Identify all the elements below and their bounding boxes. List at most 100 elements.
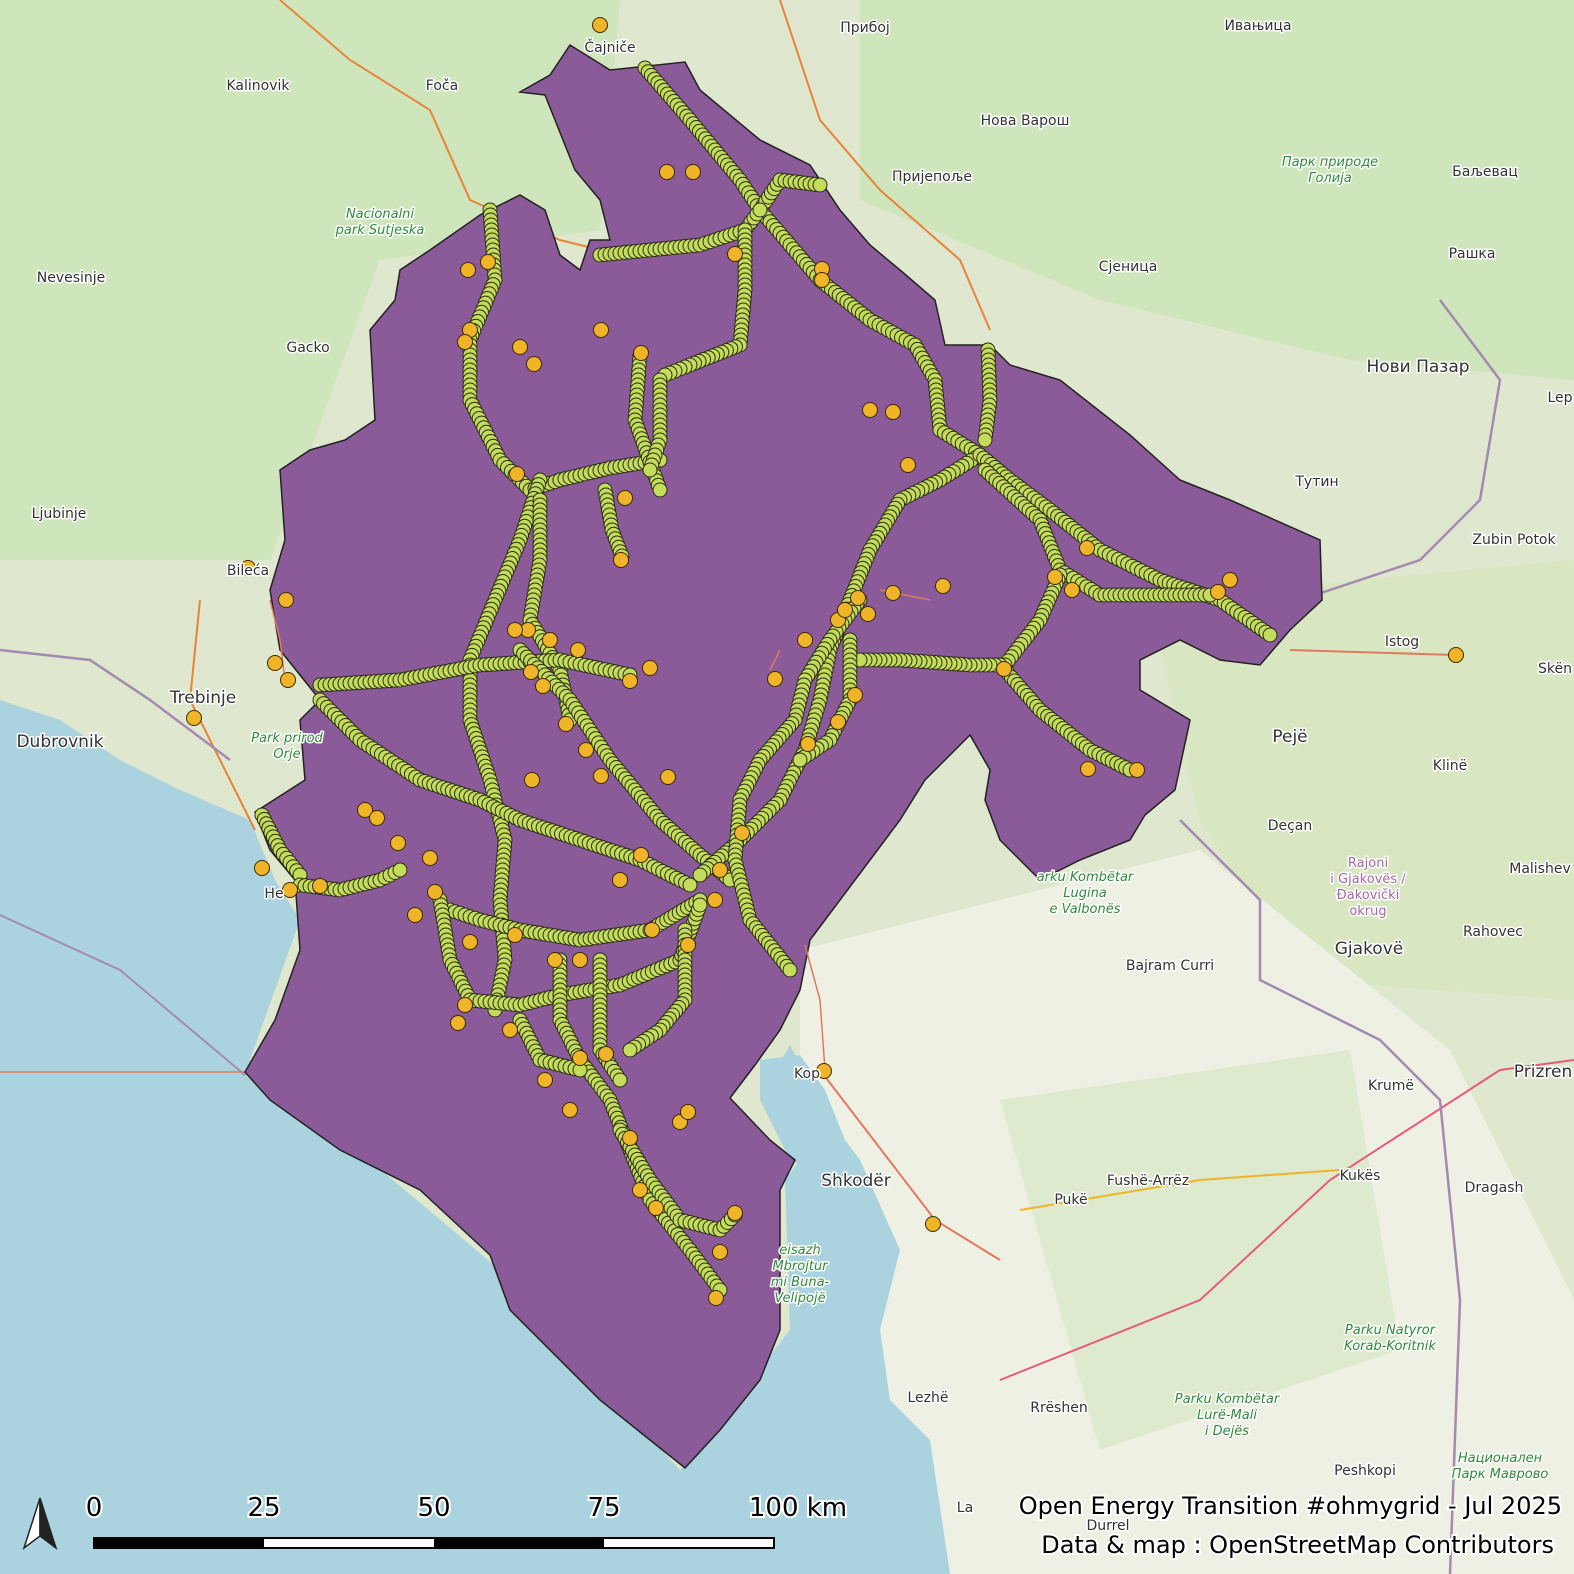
substation-marker [282,882,298,898]
scale-tick-0: 0 [86,1493,103,1523]
place-label-tutin: Тутин [1294,474,1338,490]
substation-marker [847,687,863,703]
region-label-gjakoves: Rajoni [1348,856,1388,871]
place-label-gjakove: Gjakovë [1335,939,1403,959]
substation-marker [267,655,283,671]
substation-marker [660,769,676,785]
park-label-lure: Lurë-Mali [1197,1408,1257,1423]
place-label-herceg: He [264,886,283,902]
credit-line-2: Data & map : OpenStreetMap Contributors [1041,1531,1554,1559]
substation-marker [1047,569,1063,585]
substation-marker [800,736,816,752]
place-label-kline: Klinë [1433,758,1467,774]
place-label-peje: Pejë [1272,727,1307,747]
place-label-la: La [957,1500,973,1516]
substation-marker [1448,647,1464,663]
substation-marker [357,802,373,818]
tower-layer [254,60,1278,1298]
place-label-krume: Krumë [1368,1078,1414,1094]
place-label-foca: Foča [426,78,458,94]
park-label-sutjeska: park Sutjeska [335,223,425,238]
place-label-shkoder: Shkodër [821,1171,890,1191]
substation-marker [767,671,783,687]
substation-marker [592,17,608,33]
substation-marker [734,825,750,841]
place-label-nova-varos: Нова Варош [981,113,1070,129]
place-label-lezhe: Lezhë [907,1390,948,1406]
park-label-buna: mi Buna- [771,1275,830,1290]
scale-tick-25: 25 [247,1493,280,1523]
tower-marker [642,462,658,478]
substation-marker [422,850,438,866]
place-label-sjenica: Сјеница [1099,259,1158,275]
place-label-decan: Deçan [1268,818,1313,834]
substation-marker [547,952,563,968]
substation-marker [512,339,528,355]
substation-marker [632,1182,648,1198]
substation-marker [712,862,728,878]
place-label-priboj: Прибој [840,20,890,36]
park-label-valbones: e Valbonës [1050,902,1121,917]
substation-layer [186,17,1464,1306]
tower-marker [392,862,408,878]
region-label-gjakoves: okrug [1349,904,1386,919]
substation-marker [862,402,878,418]
place-label-trebinje: Trebinje [169,688,236,708]
substation-marker [850,590,866,606]
park-label-buna: Velipojë [774,1291,825,1306]
place-label-kalinovik: Kalinovik [226,78,290,94]
place-label-ivanjica: Ивањица [1224,18,1291,34]
country-region-montenegro [244,43,1323,1470]
place-label-dubrovnik: Dubrovnik [16,732,103,752]
substation-marker [462,934,478,950]
substation-marker [612,872,628,888]
substation-marker [659,164,675,180]
substation-marker [572,1050,588,1066]
park-label-buna: Mbrojtur [772,1259,829,1274]
tower-marker [812,177,828,193]
place-label-durres: Durrel [1086,1518,1129,1534]
substation-marker [727,1205,743,1221]
substation-marker [633,345,649,361]
park-label-sutjeska: Nacionalni [346,207,414,222]
substation-marker [480,254,496,270]
substation-marker [593,768,609,784]
substation-marker [900,457,916,473]
substation-marker [312,878,328,894]
substation-marker [837,602,853,618]
substation-marker [797,632,813,648]
place-label-rreshen: Rrëshen [1030,1400,1087,1416]
substation-marker [707,892,723,908]
place-label-malishev: Malishev [1509,861,1571,877]
place-label-rahovec: Rahovec [1463,924,1523,940]
place-label-zubin-potok: Zubin Potok [1472,532,1556,548]
substation-marker [578,742,594,758]
substation-marker [1080,761,1096,777]
substation-marker [460,262,476,278]
substation-marker [507,927,523,943]
substation-marker [680,1104,696,1120]
tower-marker [792,752,808,768]
substation-marker [1129,762,1145,778]
place-label-prizren: Prizren [1514,1062,1572,1082]
substation-marker [240,560,256,576]
tower-marker [692,897,708,913]
park-label-valbones: arku Kombëtar [1037,870,1135,885]
substation-marker [593,322,609,338]
substation-marker [535,678,551,694]
park-label-orjen: Park prirod [251,731,323,746]
substation-marker [278,592,294,608]
place-label-bajram-curri: Bajram Curri [1126,958,1214,974]
substation-marker [390,835,406,851]
region-label-gjakoves: Đakovički [1337,888,1400,903]
substation-marker [526,356,542,372]
tower-marker [612,1072,628,1088]
park-label-golija: Парк природе [1282,155,1378,170]
place-labels: Čajniče Прибој Ивањица Kalinovik Foča Нова Ва… [15,17,1574,1536]
substation-marker [633,847,649,863]
substation-marker [885,404,901,420]
substation-marker [617,490,633,506]
